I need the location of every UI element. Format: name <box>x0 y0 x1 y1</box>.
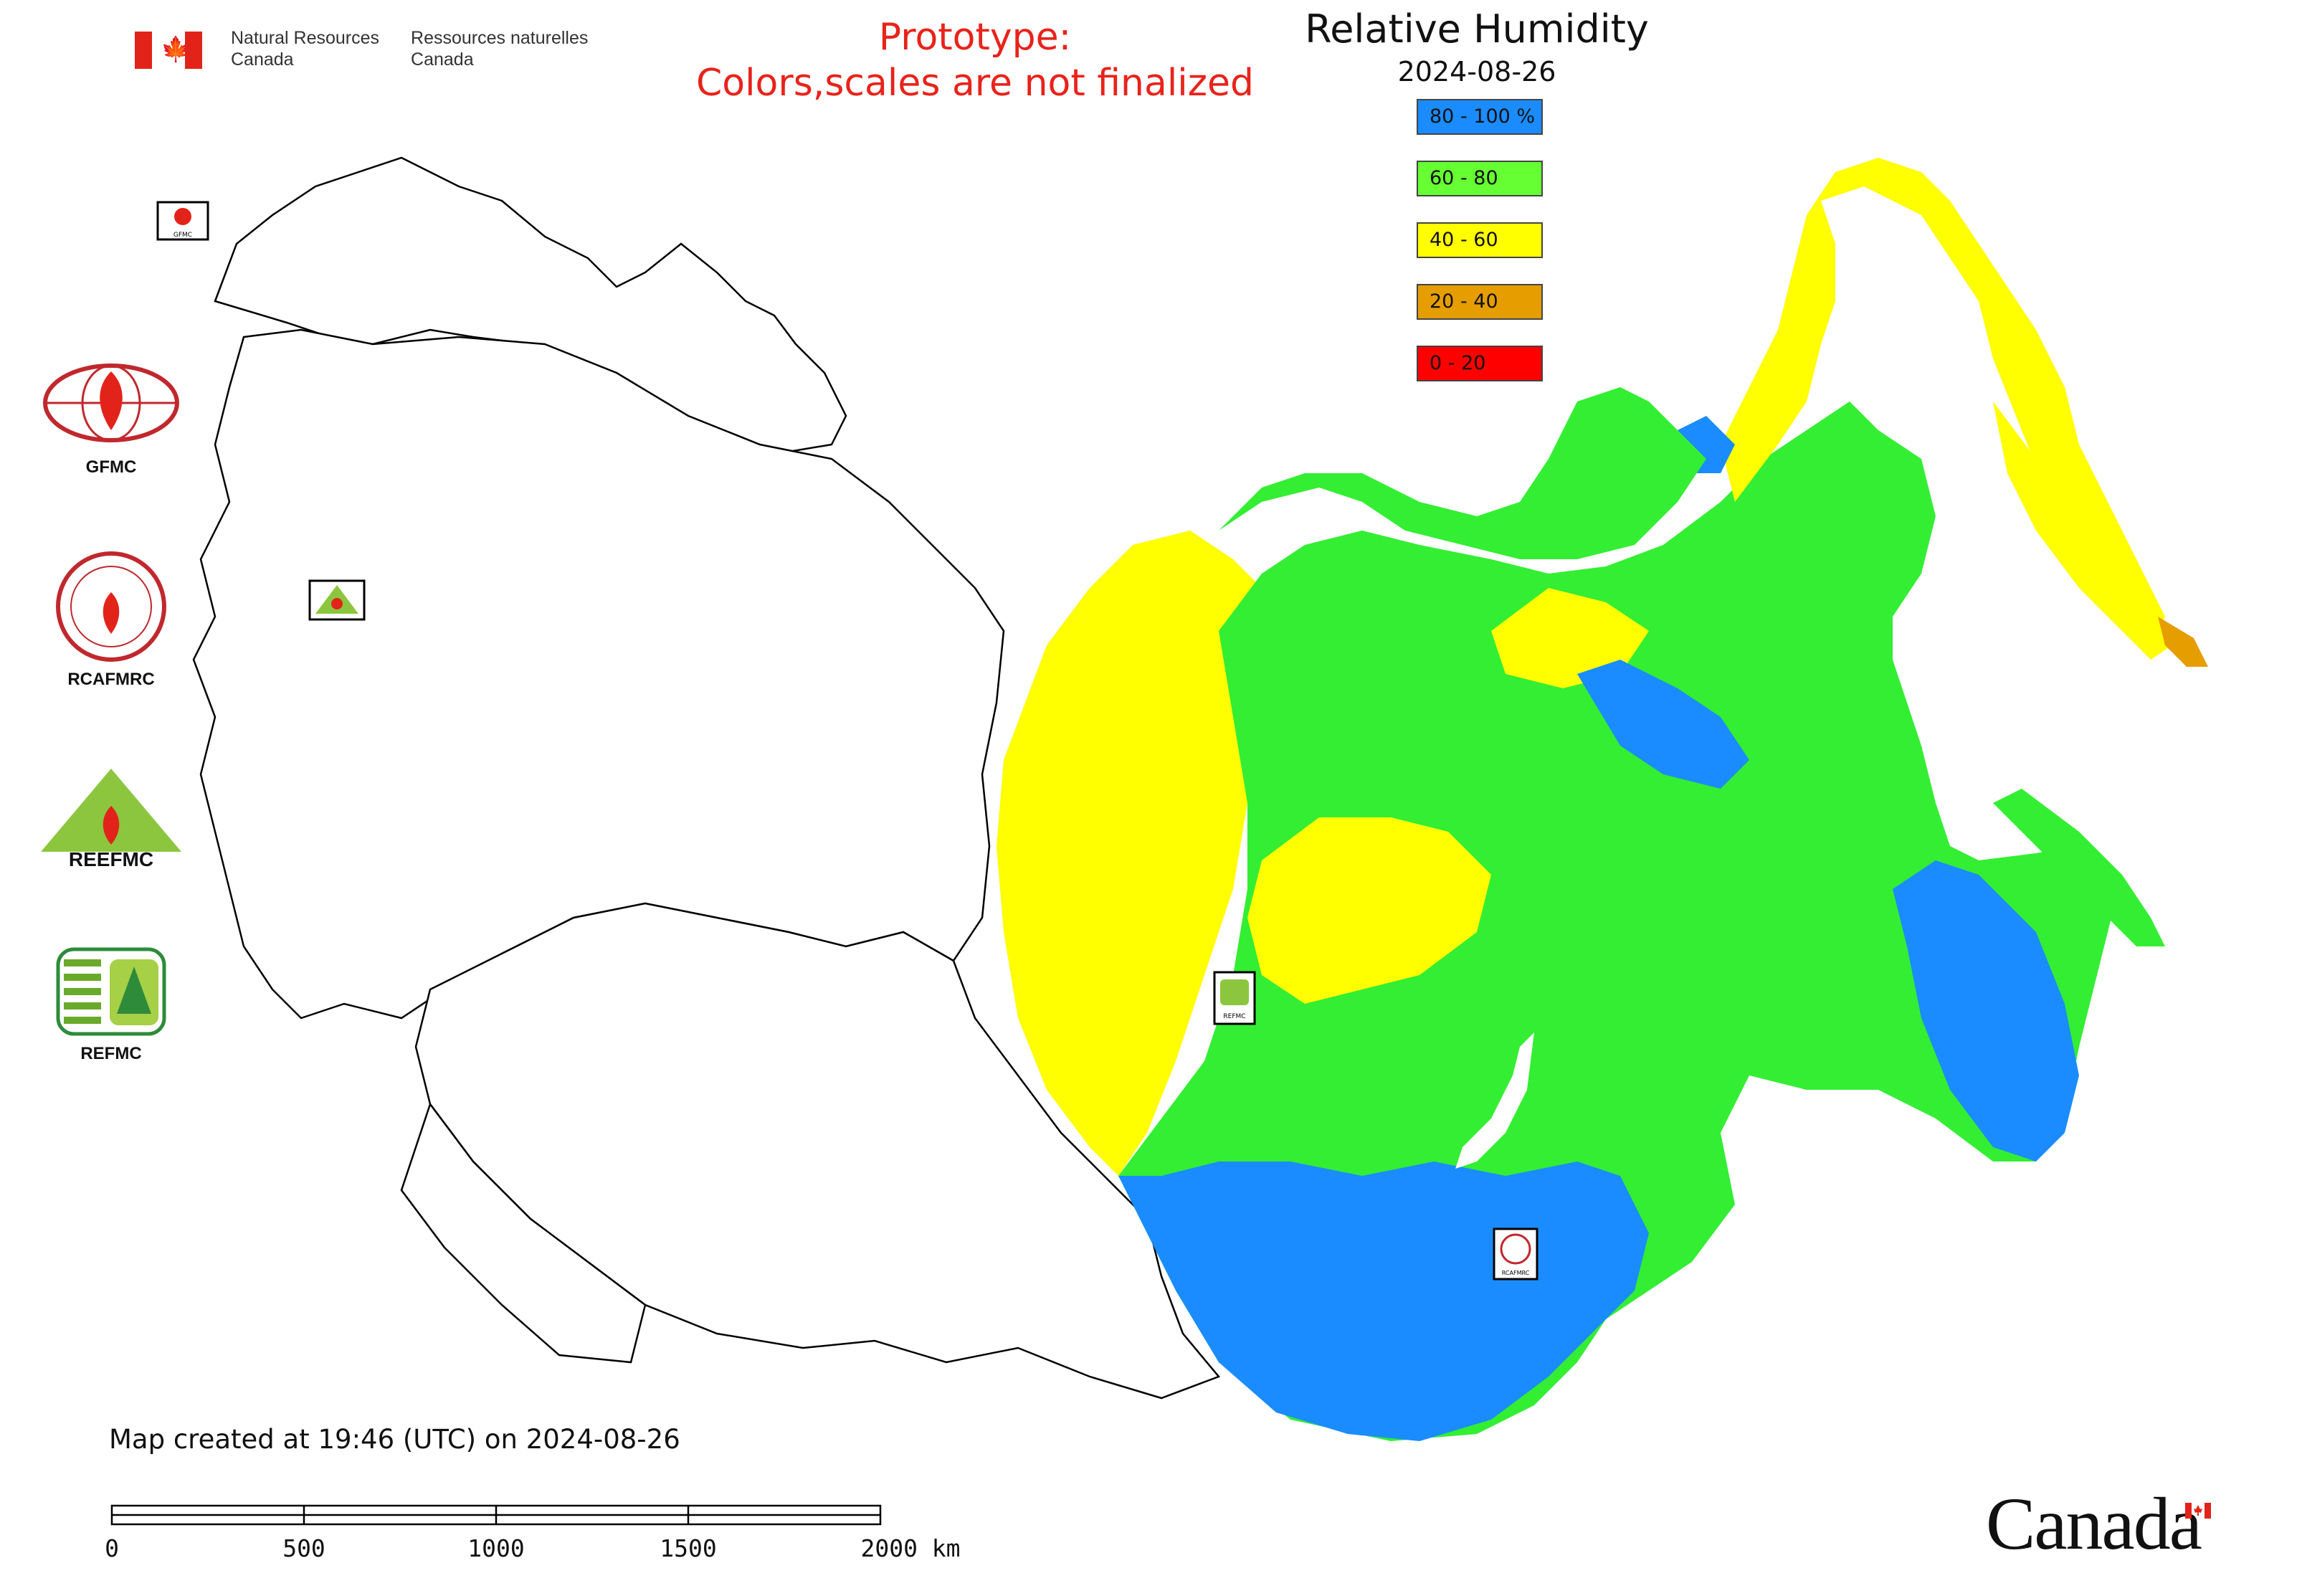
humidity-green-sakhalin <box>1993 789 2165 946</box>
department-name-fr: Ressources naturelles Canada <box>411 28 589 70</box>
reefmc-logo-icon: REEFMC <box>41 769 181 870</box>
wordmark-flag-icon <box>2185 1503 2211 1519</box>
map-date: 2024-08-26 <box>1397 56 1556 87</box>
humidity-green-northcoast <box>1219 387 1706 559</box>
canada-wordmark: Canada <box>1986 1481 2211 1567</box>
prototype-notice-line2: Colors,scales are not finalized <box>695 62 1255 105</box>
gfmc-logo-icon <box>43 364 179 442</box>
humidity-yellow-west <box>997 531 1290 1176</box>
scale-label-1000: 1000 <box>467 1534 525 1562</box>
map-created-text: Map created at 19:46 (UTC) on 2024-08-26 <box>109 1424 680 1455</box>
humidity-shading <box>997 158 2208 1441</box>
humidity-orange-kamchatka <box>2158 617 2208 667</box>
humidity-blue-east <box>1893 860 2079 1162</box>
humidity-yellow-northeast <box>1721 158 2165 645</box>
canada-flag-icon: 🍁 <box>135 32 202 69</box>
marker-gfmc-icon <box>174 208 191 225</box>
prototype-notice: Prototype: Colors,scales are not finaliz… <box>667 14 1283 106</box>
gfmc-caption: GFMC <box>85 457 137 477</box>
rcafmrc-caption: RCAFMRC <box>67 670 155 689</box>
refmc-logo: REFMC <box>29 945 194 1064</box>
refmc-caption: REFMC <box>80 1044 142 1063</box>
lake-baikal <box>1455 1032 1534 1169</box>
kazakh-south-outline <box>400 1102 647 1364</box>
legend-item-80-100: 80 - 100 % <box>1417 99 1543 135</box>
rcafmrc-logo: RCAFMRC <box>29 549 194 690</box>
marker-gfmc-label: GFMC <box>173 232 192 239</box>
refmc-logo-icon <box>56 947 166 1036</box>
gfmc-logo: GFMC <box>29 358 194 478</box>
prototype-notice-line1: Prototype: <box>878 16 1072 59</box>
marker-rcafmrc-label: RCAFMRC <box>1502 1270 1530 1276</box>
legend-item-0-20: 0 - 20 <box>1417 346 1543 381</box>
marker-refmc-icon <box>1220 979 1249 1005</box>
country-borders <box>192 156 1221 1400</box>
department-name-en: Natural Resources Canada <box>231 28 380 70</box>
humidity-yellow-central <box>1247 817 1491 1004</box>
marker-reefmc-flame <box>331 598 343 609</box>
marker-rcafmrc-icon <box>1500 1233 1531 1265</box>
canada-wordmark-text: Canada <box>1986 1483 2202 1565</box>
rcafmrc-logo-icon <box>56 551 166 662</box>
legend-item-60-80: 60 - 80 <box>1417 161 1543 196</box>
map-title: Relative Humidity <box>1305 6 1649 52</box>
humidity-blue-south <box>1118 1162 1649 1441</box>
scale-bar <box>110 1504 882 1526</box>
scale-label-0: 0 <box>105 1534 119 1562</box>
reefmc-logo: REEFMC <box>29 766 194 873</box>
legend-item-40-60: 40 - 60 <box>1417 222 1543 258</box>
humidity-blue-north <box>1577 660 1749 789</box>
marker-refmc-label: REFMC <box>1223 1013 1245 1020</box>
svg-text:REEFMC: REEFMC <box>69 848 153 870</box>
scale-label-2000: 2000 km <box>860 1534 961 1562</box>
scale-label-500: 500 <box>282 1534 325 1562</box>
scale-label-1500: 1500 <box>660 1534 717 1562</box>
legend-item-20-40: 20 - 40 <box>1417 284 1543 320</box>
humidity-yellow-kamchatka <box>1993 402 2172 660</box>
map-markers: GFMC REFMC RCAFMRC <box>156 201 1538 1281</box>
government-header: 🍁 Natural Resources Canada Ressources na… <box>135 27 619 70</box>
